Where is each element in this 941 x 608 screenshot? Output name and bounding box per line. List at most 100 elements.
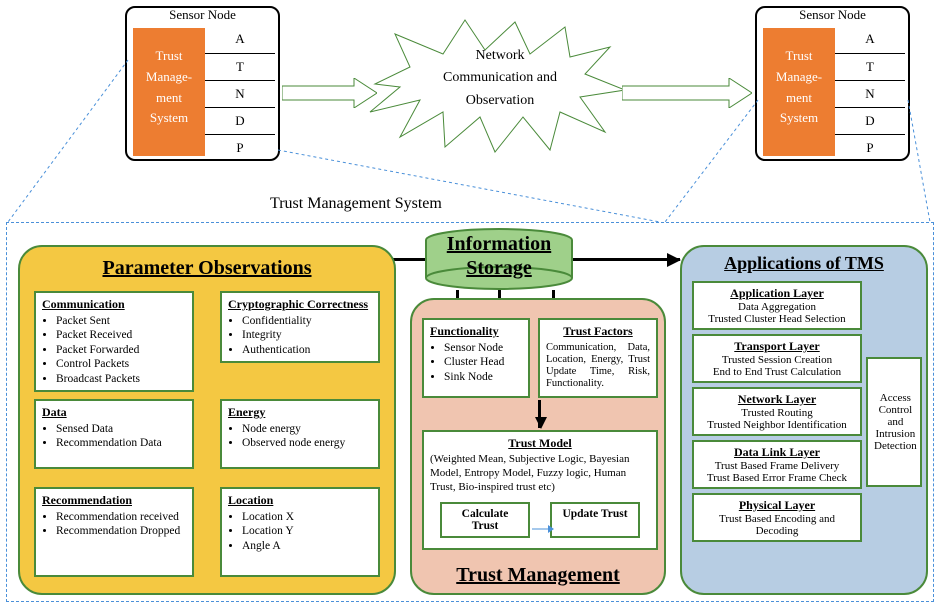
green-arrow-left (282, 78, 377, 108)
app0-t: Application Layer (700, 286, 854, 301)
box-data: Data Sensed Data Recommendation Data (34, 399, 194, 469)
down-arrow-model (538, 400, 541, 428)
layer-a: A (205, 26, 275, 53)
tms-block-l3: ment (133, 88, 205, 109)
comm-i0: Packet Sent (56, 314, 186, 328)
rec-i1: Recommendation Dropped (56, 524, 186, 538)
app-row-3: Data Link Layer Trust Based Frame Delive… (692, 440, 862, 489)
tms-block-r3: ment (763, 88, 835, 109)
box-functionality: Functionality Sensor Node Cluster Head S… (422, 318, 530, 398)
loc-i0: Location X (242, 510, 372, 524)
star-l2: Communication and (400, 67, 600, 89)
func-i1: Cluster Head (444, 355, 522, 369)
crypto-i2: Authentication (242, 343, 372, 357)
energy-i0: Node energy (242, 422, 372, 436)
tms-block-r4: System (763, 108, 835, 129)
app0-l0: Data Aggregation (700, 301, 854, 313)
sensor-node-right: Sensor Node Trust Manage- ment System A … (755, 6, 910, 161)
sensor-node-title: Sensor Node (127, 7, 278, 23)
apps-side-text: Access Control and Intrusion Detection (874, 392, 917, 452)
sensor-node-left: Sensor Node Trust Manage- ment System A … (125, 6, 280, 161)
calc-to-update-arrow (532, 524, 554, 534)
tms-block-l4: System (133, 108, 205, 129)
app1-l1: End to End Trust Calculation (700, 366, 854, 378)
data-title: Data (42, 405, 186, 420)
apps-title: Applications of TMS (682, 253, 926, 274)
app2-l1: Trusted Neighbor Identification (700, 419, 854, 431)
layer-d-r: D (835, 107, 905, 134)
crypto-i0: Confidentiality (242, 314, 372, 328)
rec-i0: Recommendation received (56, 510, 186, 524)
green-arrow-right (622, 78, 752, 108)
param-title: Parameter Observations (20, 257, 394, 280)
loc-i1: Location Y (242, 524, 372, 538)
app-row-1: Transport Layer Trusted Session Creation… (692, 334, 862, 383)
box-update-trust: Update Trust (550, 502, 640, 538)
tms-block-r1: Trust (763, 46, 835, 67)
starburst-text: Network Communication and Observation (400, 45, 600, 112)
app4-t: Physical Layer (700, 498, 854, 513)
app2-t: Network Layer (700, 392, 854, 407)
tf-text: Communication, Data, Location, Energy, T… (546, 342, 650, 389)
trust-management-panel: Functionality Sensor Node Cluster Head S… (410, 298, 666, 595)
apps-side-box: Access Control and Intrusion Detection (866, 357, 922, 487)
box-recommendation: Recommendation Recommendation received R… (34, 487, 194, 577)
func-i2: Sink Node (444, 370, 522, 384)
app0-l1: Trusted Cluster Head Selection (700, 313, 854, 325)
tms-block-left: Trust Manage- ment System (133, 28, 205, 156)
comm-i4: Broadcast Packets (56, 372, 186, 386)
energy-i1: Observed node energy (242, 436, 372, 450)
app-row-2: Network Layer Trusted Routing Trusted Ne… (692, 387, 862, 436)
comm-i2: Packet Forwarded (56, 343, 186, 357)
rec-title: Recommendation (42, 493, 186, 508)
tms-system-label: Trust Management System (270, 195, 442, 213)
tms-block-r2: Manage- (763, 67, 835, 88)
app1-t: Transport Layer (700, 339, 854, 354)
star-l1: Network (400, 45, 600, 67)
tms-block-right: Trust Manage- ment System (763, 28, 835, 156)
app3-t: Data Link Layer (700, 445, 854, 460)
update-label: Update Trust (562, 508, 627, 520)
apps-panel: Applications of TMS Application Layer Da… (680, 245, 928, 595)
tm-title: Trust Model (430, 436, 650, 451)
func-title: Functionality (430, 324, 522, 339)
box-communication: Communication Packet Sent Packet Receive… (34, 291, 194, 392)
box-calc-trust: Calculate Trust (440, 502, 530, 538)
box-crypto: Cryptographic Correctness Confidentialit… (220, 291, 380, 363)
apps-rows: Application Layer Data Aggregation Trust… (692, 281, 862, 546)
box-trust-factors: Trust Factors Communication, Data, Locat… (538, 318, 658, 398)
box-trust-model: Trust Model (Weighted Mean, Subjective L… (422, 430, 658, 550)
info-l1: Information (424, 232, 574, 256)
crypto-title: Cryptographic Correctness (228, 297, 372, 312)
layer-t: T (205, 53, 275, 80)
app-row-4: Physical Layer Trust Based Encoding and … (692, 493, 862, 542)
comm-i1: Packet Received (56, 328, 186, 342)
layer-t-r: T (835, 53, 905, 80)
layer-p-r: P (835, 134, 905, 161)
sensor-node-title-r: Sensor Node (757, 7, 908, 23)
tf-title: Trust Factors (546, 324, 650, 339)
app2-l0: Trusted Routing (700, 407, 854, 419)
data-i0: Sensed Data (56, 422, 186, 436)
layer-p: P (205, 134, 275, 161)
info-storage-title: Information Storage (424, 232, 574, 280)
energy-title: Energy (228, 405, 372, 420)
param-observations-panel: Parameter Observations Communication Pac… (18, 245, 396, 595)
info-l2: Storage (424, 256, 574, 280)
app1-l0: Trusted Session Creation (700, 354, 854, 366)
star-l3: Observation (400, 90, 600, 112)
trust-panel-title: Trust Management (412, 564, 664, 587)
app4-l0: Trust Based Encoding and Decoding (700, 513, 854, 537)
data-i1: Recommendation Data (56, 436, 186, 450)
layer-a-r: A (835, 26, 905, 53)
calc-label: Calculate Trust (462, 508, 509, 532)
loc-title: Location (228, 493, 372, 508)
tms-block-l1: Trust (133, 46, 205, 67)
box-energy: Energy Node energy Observed node energy (220, 399, 380, 469)
func-i0: Sensor Node (444, 341, 522, 355)
tm-text: (Weighted Mean, Subjective Logic, Bayesi… (430, 453, 650, 494)
layer-n: N (205, 80, 275, 107)
tms-block-l2: Manage- (133, 67, 205, 88)
comm-title: Communication (42, 297, 186, 312)
layer-d: D (205, 107, 275, 134)
